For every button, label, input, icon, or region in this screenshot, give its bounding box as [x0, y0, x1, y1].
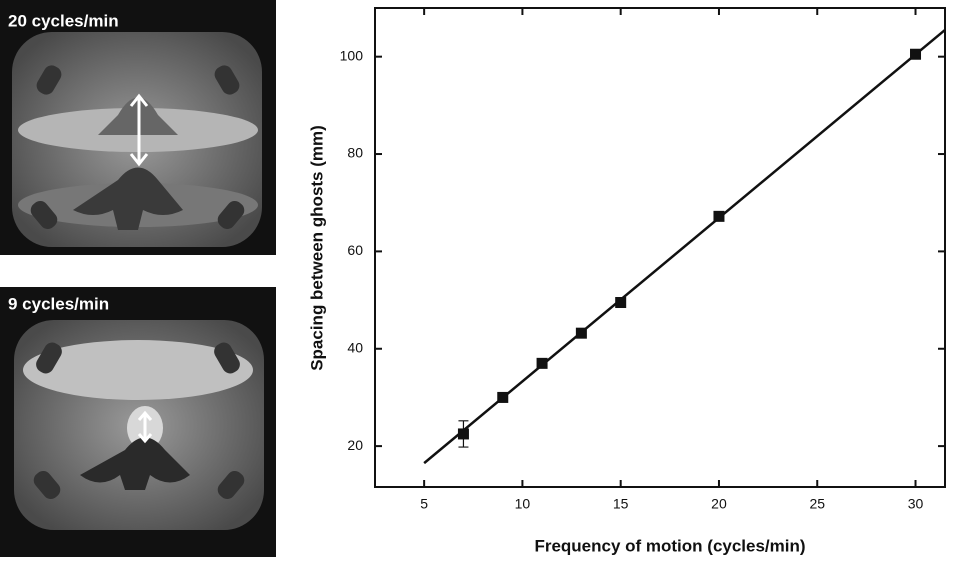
data-point — [575, 327, 587, 339]
data-point — [497, 391, 509, 403]
data-point — [910, 48, 922, 60]
y-tick-label: 100 — [340, 47, 364, 63]
y-tick-label: 60 — [347, 242, 363, 258]
x-tick-label: 20 — [711, 496, 727, 512]
x-tick-label: 15 — [613, 496, 629, 512]
mri-image-bottom: 9 cycles/min — [0, 287, 276, 557]
data-point — [457, 428, 469, 440]
data-point — [713, 210, 725, 222]
data-point — [536, 357, 548, 369]
y-tick-label: 80 — [347, 145, 363, 161]
x-tick-label: 5 — [420, 496, 428, 512]
x-axis-label: Frequency of motion (cycles/min) — [534, 536, 805, 555]
x-tick-label: 10 — [515, 496, 531, 512]
plot-frame — [374, 7, 946, 488]
panel-label: 20 cycles/min — [8, 11, 119, 30]
panel-label: 9 cycles/min — [8, 294, 109, 313]
x-tick-label: 25 — [809, 496, 825, 512]
fit-line — [423, 28, 946, 465]
y-axis-label: Spacing between ghosts (mm) — [307, 125, 326, 371]
data-point — [615, 297, 627, 309]
x-tick-label: 30 — [908, 496, 924, 512]
y-tick-label: 20 — [347, 437, 363, 453]
mri-image-top: 20 cycles/min — [0, 0, 276, 255]
y-tick-label: 40 — [347, 339, 363, 355]
